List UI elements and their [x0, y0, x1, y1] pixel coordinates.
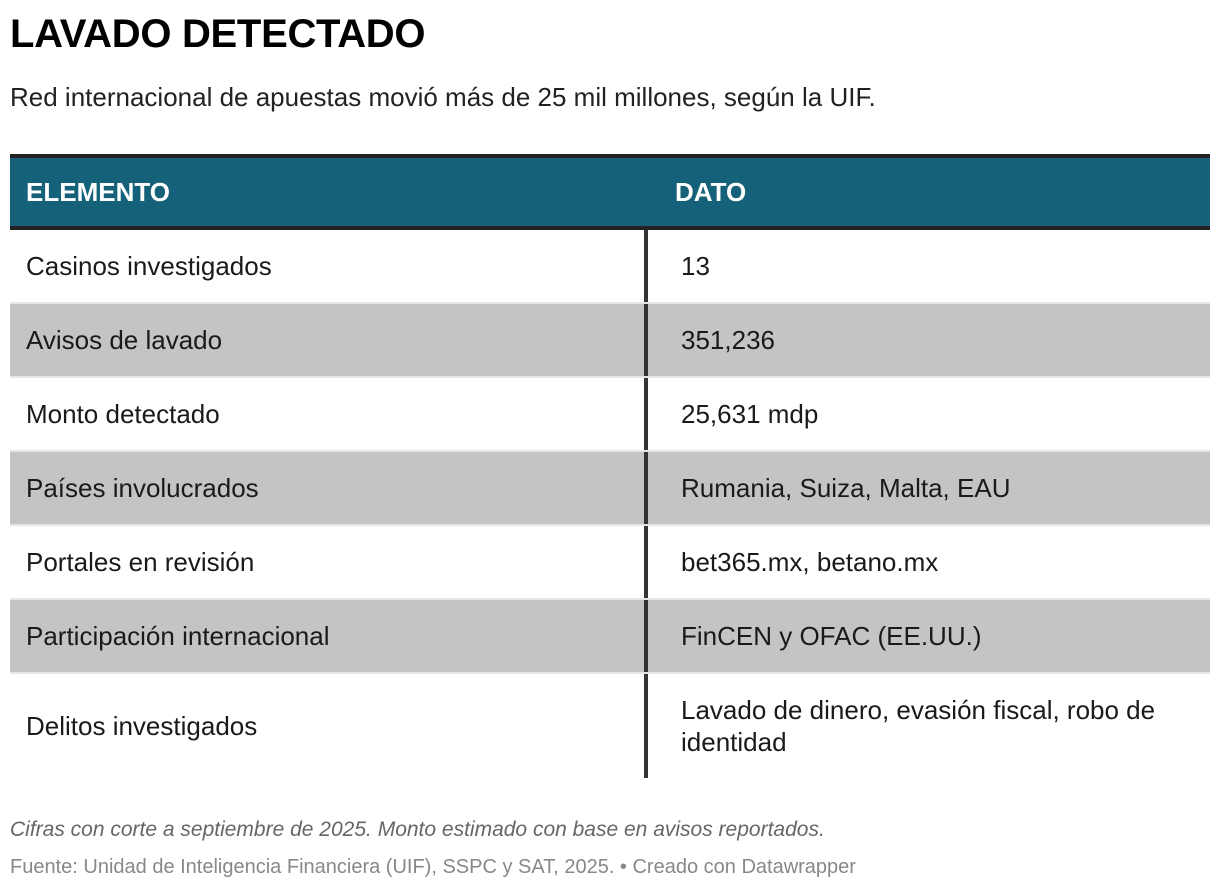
cell-elemento: Monto detectado [26, 398, 220, 429]
chart-notes: Cifras con corte a septiembre de 2025. M… [10, 818, 825, 841]
table-row: Portales en revisión bet365.mx, betano.m… [10, 526, 1210, 600]
data-table: ELEMENTO DATO Casinos investigados 13 Av… [10, 154, 1210, 778]
cell-dato: FinCEN y OFAC (EE.UU.) [644, 600, 1210, 672]
table-row: Casinos investigados 13 [10, 230, 1210, 304]
chart-title: LAVADO DETECTADO [10, 12, 426, 56]
column-header-dato: DATO [675, 176, 747, 207]
table-header: ELEMENTO DATO [10, 154, 1210, 230]
cell-elemento: Casinos investigados [26, 250, 272, 281]
cell-elemento: Portales en revisión [26, 546, 255, 577]
cell-dato: Rumania, Suiza, Malta, EAU [644, 452, 1210, 524]
chart-subtitle: Red internacional de apuestas movió más … [10, 82, 876, 112]
table-row: Países involucrados Rumania, Suiza, Malt… [10, 452, 1210, 526]
cell-dato: Lavado de dinero, evasión fiscal, robo d… [644, 674, 1210, 778]
column-header-elemento: ELEMENTO [26, 176, 170, 207]
table-row: Delitos investigados Lavado de dinero, e… [10, 674, 1210, 778]
chart-source: Fuente: Unidad de Inteligencia Financier… [10, 856, 856, 878]
cell-dato: 351,236 [644, 304, 1210, 376]
cell-dato: 25,631 mdp [644, 378, 1210, 450]
cell-elemento: Países involucrados [26, 472, 259, 503]
table-row: Participación internacional FinCEN y OFA… [10, 600, 1210, 674]
table-row: Monto detectado 25,631 mdp [10, 378, 1210, 452]
table-row: Avisos de lavado 351,236 [10, 304, 1210, 378]
cell-dato: bet365.mx, betano.mx [644, 526, 1210, 598]
cell-elemento: Participación internacional [26, 620, 330, 651]
cell-dato: 13 [644, 230, 1210, 302]
cell-elemento: Delitos investigados [26, 710, 258, 741]
cell-elemento: Avisos de lavado [26, 324, 223, 355]
